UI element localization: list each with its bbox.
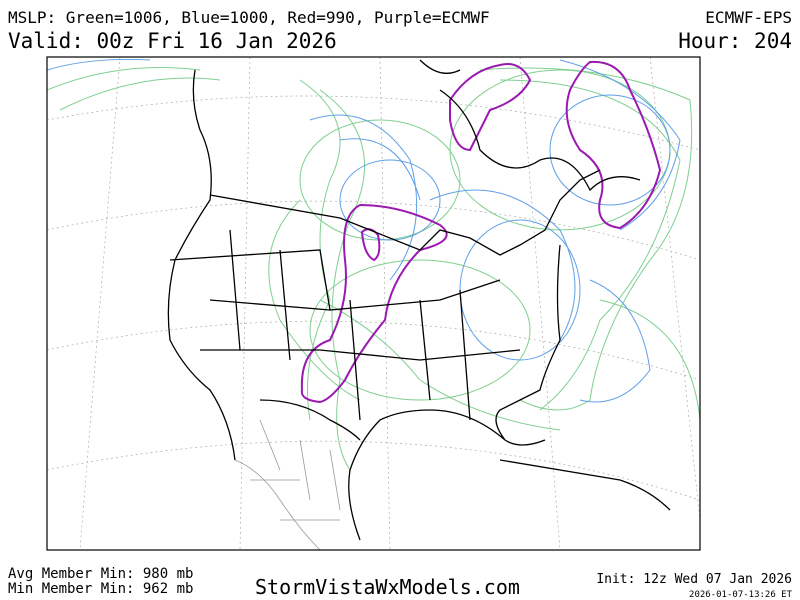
purple-contours	[300, 60, 662, 404]
green-contours	[47, 67, 700, 471]
timestamp-text: 2026-01-07-13:26 ET	[689, 590, 793, 600]
valid-text: Valid: 00z Fri 16 Jan 2026	[8, 29, 337, 53]
coastlines-and-borders	[167, 59, 671, 550]
min-min-text: Min Member Min: 962 mb	[8, 581, 193, 597]
map-frame	[46, 56, 701, 551]
map	[46, 56, 701, 551]
init-text: Init: 12z Wed 07 Jan 2026	[596, 572, 792, 587]
hour-text: Hour: 204	[678, 29, 792, 53]
avg-min-text: Avg Member Min: 980 mb	[8, 566, 193, 582]
site-text: StormVistaWxModels.com	[255, 575, 520, 599]
product-text: ECMWF-EPS	[705, 8, 792, 27]
legend-text: MSLP: Green=1006, Blue=1000, Red=990, Pu…	[8, 8, 490, 27]
